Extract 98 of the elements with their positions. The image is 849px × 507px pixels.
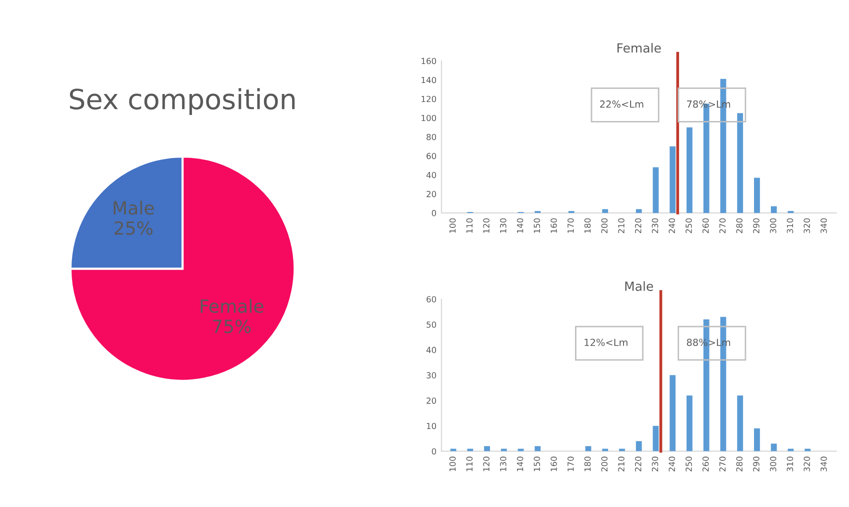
bar	[518, 448, 524, 452]
y-tick-label: 20	[426, 398, 436, 404]
y-tick-label: 40	[426, 346, 436, 354]
x-tick-label: 290	[753, 456, 760, 472]
x-tick-label: 300	[770, 218, 776, 234]
x-tick-label: 200	[601, 456, 608, 472]
x-tick-label: 180	[584, 456, 591, 472]
y-tick-label: 140	[422, 76, 436, 84]
y-tick-label: 30	[426, 372, 436, 378]
data-label: 25%	[114, 221, 152, 235]
pie-slice	[69, 156, 296, 382]
bar	[467, 448, 474, 452]
y-tick-label: 100	[422, 114, 436, 122]
x-tick-label: 280	[736, 456, 743, 472]
bar	[602, 448, 608, 452]
x-tick-label: 150	[534, 218, 540, 233]
x-tick-label: 140	[516, 456, 524, 472]
bar	[737, 113, 744, 213]
x-tick-label: 170	[568, 456, 574, 472]
x-tick-label: 150	[534, 456, 540, 472]
y-tick-label: 40	[426, 172, 436, 178]
bar	[670, 146, 676, 213]
x-tick-label: 280	[736, 218, 743, 234]
bar	[585, 446, 592, 452]
y-tick-label: 120	[422, 96, 436, 102]
slice-label: Female	[200, 298, 264, 313]
x-tick-label: 260	[702, 456, 709, 472]
x-tick-label: 340	[820, 456, 827, 472]
x-tick-label: 160	[550, 218, 557, 233]
x-tick-label: 230	[652, 456, 658, 472]
bar	[619, 448, 625, 452]
y-tick-label: 50	[426, 321, 436, 328]
x-tick-label: 230	[652, 218, 658, 234]
bar	[636, 209, 642, 213]
chart-title: Female	[618, 43, 661, 53]
x-tick-label: 100	[449, 456, 456, 472]
x-tick-label: 240	[668, 456, 676, 472]
x-tick-label: 140	[516, 218, 524, 233]
bar	[770, 206, 777, 213]
bar	[754, 428, 760, 452]
x-tick-label: 220	[634, 218, 642, 234]
bar	[534, 446, 541, 452]
x-tick-label: 100	[449, 218, 456, 233]
chart-title: Sex composition	[70, 88, 295, 115]
x-tick-label: 300	[770, 456, 776, 472]
bar	[636, 441, 642, 452]
y-tick-label: 60	[426, 152, 436, 160]
annotation: 12%<Lm	[584, 338, 628, 346]
x-tick-label: 270	[719, 456, 726, 472]
bar	[770, 444, 777, 452]
slice-label: Male	[114, 200, 154, 215]
x-tick-label: 220	[634, 456, 642, 472]
x-tick-label: 290	[753, 218, 760, 234]
x-tick-label: 320	[804, 218, 810, 234]
y-tick-label: 60	[426, 296, 436, 302]
x-tick-label: 120	[483, 218, 490, 233]
bar	[500, 448, 507, 452]
x-tick-label: 260	[702, 218, 709, 234]
x-tick-label: 110	[466, 218, 473, 233]
bar	[602, 209, 608, 213]
y-tick-label: 10	[426, 422, 436, 430]
y-tick-label: 0	[432, 448, 436, 455]
x-tick-label: 250	[686, 456, 692, 472]
x-tick-label: 130	[500, 218, 506, 233]
data-label: 75%	[213, 320, 251, 334]
bar	[686, 127, 692, 213]
y-tick-label: 0	[432, 210, 436, 216]
x-tick-label: 110	[466, 456, 473, 472]
x-tick-label: 310	[786, 218, 794, 234]
x-tick-label: 200	[601, 218, 608, 234]
x-tick-label: 170	[568, 218, 574, 233]
bar	[804, 448, 811, 452]
bar	[686, 395, 692, 452]
x-tick-label: 240	[668, 218, 676, 234]
x-tick-label: 180	[584, 218, 591, 233]
x-tick-label: 310	[786, 456, 794, 472]
bar	[484, 446, 490, 452]
x-tick-label: 250	[686, 218, 692, 234]
x-tick-label: 160	[550, 456, 557, 472]
bar	[652, 167, 659, 213]
bar	[652, 426, 659, 452]
chart-title: Male	[625, 281, 654, 291]
bar	[737, 395, 744, 452]
y-tick-label: 160	[422, 58, 436, 64]
annotation: 22%<Lm	[600, 100, 644, 108]
bar	[670, 375, 676, 452]
bar	[754, 178, 760, 213]
x-tick-label: 130	[500, 456, 506, 472]
x-tick-label: 210	[618, 218, 624, 234]
x-tick-label: 340	[820, 218, 827, 234]
x-tick-label: 120	[483, 456, 490, 472]
x-tick-label: 320	[804, 456, 810, 472]
bar	[450, 448, 456, 452]
bar	[788, 448, 794, 452]
x-tick-label: 210	[618, 456, 624, 472]
y-tick-label: 80	[426, 134, 436, 140]
y-tick-label: 20	[426, 190, 436, 198]
x-tick-label: 270	[719, 218, 726, 234]
